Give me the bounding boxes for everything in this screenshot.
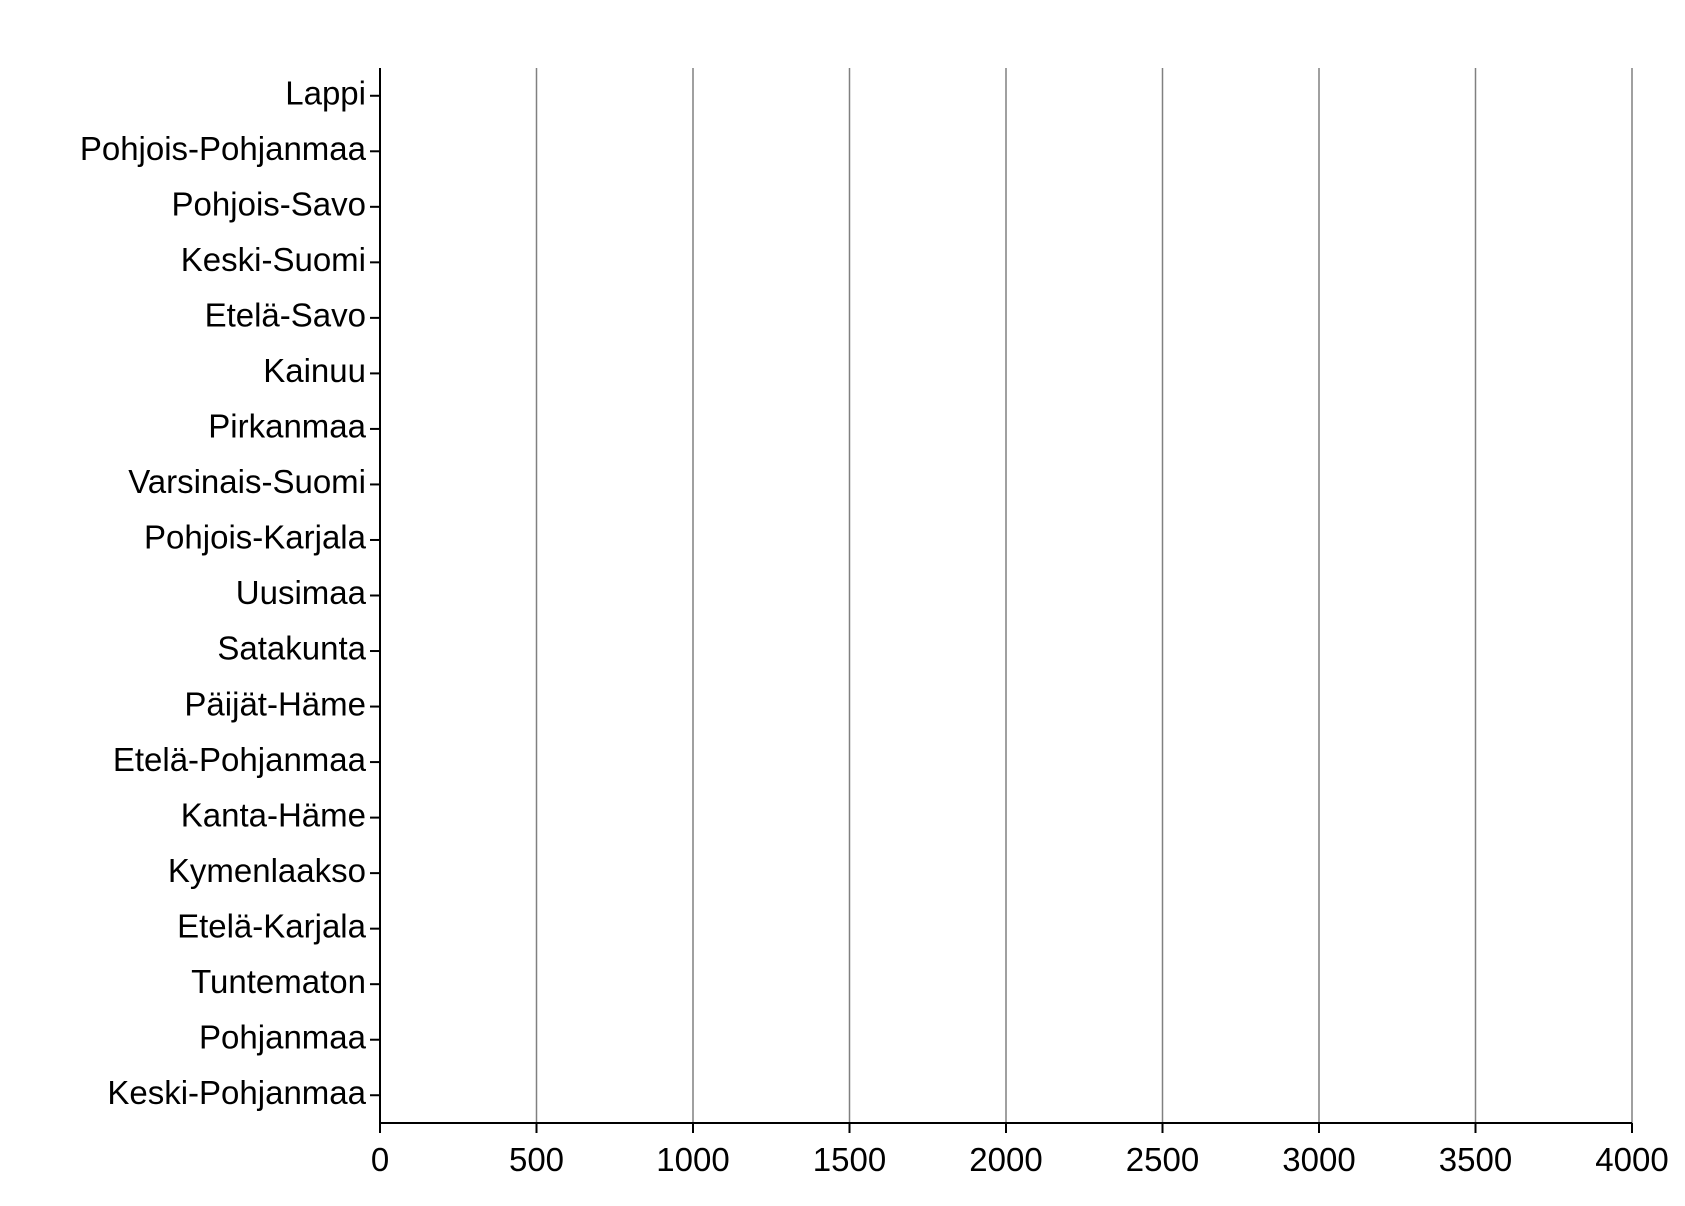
y-tick-label: Etelä-Pohjanmaa	[113, 741, 367, 778]
horizontal-bar-chart: 0 500 1000 1500 2000 2500 3000 3500 4000 Lappi Poh…	[0, 0, 1685, 1206]
y-tick-label: Satakunta	[217, 630, 366, 667]
x-tick-label: 1500	[813, 1141, 886, 1178]
y-tick-label: Varsinais-Suomi	[128, 463, 366, 500]
x-tick-label: 0	[371, 1141, 389, 1178]
x-tick-label: 3500	[1439, 1141, 1512, 1178]
y-tick-label: Tuntematon	[191, 963, 366, 1000]
y-tick-label: Pohjois-Savo	[172, 186, 366, 223]
y-tick-label: Etelä-Savo	[205, 297, 366, 334]
y-tick-label: Pohjois-Pohjanmaa	[80, 130, 367, 167]
y-tick-label: Pohjanmaa	[199, 1018, 367, 1055]
y-tick-label: Pirkanmaa	[208, 408, 366, 445]
y-tick-label: Keski-Suomi	[181, 241, 366, 278]
y-tick-label: Kanta-Häme	[181, 796, 366, 833]
x-tick-label: 4000	[1595, 1141, 1668, 1178]
x-tick-label: 3000	[1282, 1141, 1355, 1178]
x-tick-label: 1000	[656, 1141, 729, 1178]
y-tick-label: Kymenlaakso	[168, 852, 366, 889]
y-tick-label: Päijät-Häme	[184, 685, 366, 722]
y-tick-label: Etelä-Karjala	[177, 907, 367, 944]
y-tick-label: Pohjois-Karjala	[144, 519, 367, 556]
x-tick-label: 2000	[969, 1141, 1042, 1178]
x-tick-label: 500	[509, 1141, 564, 1178]
y-tick-label: Lappi	[285, 74, 366, 111]
y-tick-label: Kainuu	[263, 352, 366, 389]
y-tick-label: Keski-Pohjanmaa	[107, 1074, 366, 1111]
x-tick-label: 2500	[1126, 1141, 1199, 1178]
y-tick-label: Uusimaa	[236, 574, 367, 611]
